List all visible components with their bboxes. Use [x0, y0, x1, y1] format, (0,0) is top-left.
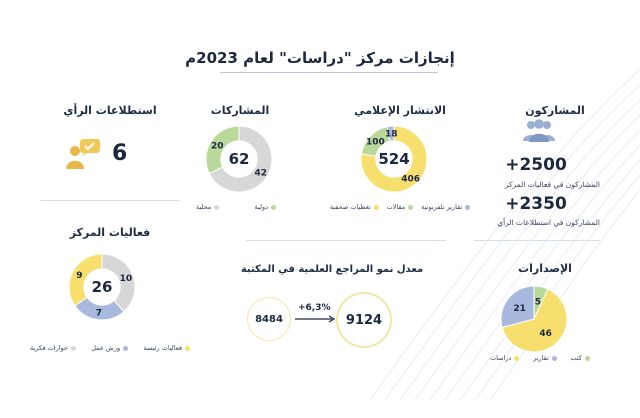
- legend-tv-reports: تقارير تلفزيونية: [421, 203, 471, 211]
- legend-international: دولية: [255, 203, 276, 211]
- slice-2: [386, 125, 395, 142]
- growth-percent: +6,3%: [298, 303, 331, 313]
- slice-value-label: 46: [539, 329, 552, 339]
- legend-dot: [585, 355, 590, 361]
- slice-1: [501, 288, 568, 353]
- publications-heading: الإصدارات: [518, 262, 572, 275]
- page-title: إنجازات مركز "دراسات" لعام 2023م: [185, 49, 455, 67]
- publications-legend: كتب تقارير دراسات: [490, 354, 590, 362]
- participants-polls-label: المشاركون في استطلاعات الرأي: [497, 218, 600, 227]
- growth-divider: [246, 240, 446, 241]
- participants-events-count: +2500: [505, 155, 567, 175]
- slice-value-label: 10: [120, 274, 133, 284]
- slice-value-label: 20: [211, 141, 224, 151]
- slice-value-label: 21: [513, 304, 526, 314]
- growth-to-value: 9124: [336, 292, 392, 348]
- slice-value-label: 5: [535, 297, 541, 307]
- slice-value-label: 7: [96, 308, 102, 318]
- people-icon: [523, 119, 555, 142]
- legend-dot: [514, 355, 520, 361]
- legend-local: محلية: [196, 203, 220, 211]
- participants-events-label: المشاركون في فعاليات المركز: [504, 180, 600, 189]
- growth-arrow-icon: [295, 315, 336, 323]
- legend-dialogues: حوارات فكرية: [30, 344, 76, 352]
- survey-icon: [66, 139, 100, 169]
- media-legend: تقارير تلفزيونية مقالات تغطيات صحفية: [330, 203, 471, 211]
- legend-studies: دراسات: [490, 354, 520, 362]
- participants-heading: المشاركون: [525, 104, 585, 117]
- legend-dot: [408, 204, 414, 210]
- donut-total: 26: [92, 278, 113, 296]
- donut-total: 524: [378, 150, 409, 168]
- slice-value-label: 18: [385, 130, 398, 140]
- legend-dot: [185, 345, 190, 351]
- collabs-donut-chart: 42 20 62: [205, 125, 273, 193]
- slice-2: [68, 253, 103, 307]
- slice-value-label: 42: [254, 169, 267, 179]
- slice-value-label: 100: [366, 137, 385, 147]
- legend-main-events: فعاليات رئيسة: [143, 344, 190, 352]
- legend-dot: [271, 204, 276, 210]
- collabs-legend: دولية محلية: [196, 203, 276, 211]
- donut-total: 62: [229, 150, 250, 168]
- legend-dot: [551, 355, 557, 361]
- media-heading: الانتشار الإعلامي: [354, 104, 446, 117]
- polls-heading: استطلاعات الرأي: [63, 104, 157, 117]
- legend-dot: [465, 204, 471, 210]
- events-heading: فعاليات المركز: [69, 226, 151, 239]
- participants-divider: [474, 240, 600, 241]
- legend-dot: [214, 204, 220, 210]
- legend-press: تغطيات صحفية: [330, 203, 379, 211]
- events-donut-chart: 10 7 9 26: [68, 253, 136, 321]
- slice-value-label: 406: [401, 174, 420, 184]
- slice-0: [360, 125, 428, 193]
- slice-0: [208, 125, 273, 193]
- legend-dot: [70, 345, 76, 351]
- events-legend: فعاليات رئيسة ورش عمل حوارات فكرية: [30, 344, 190, 352]
- polls-divider: [40, 200, 180, 201]
- collabs-heading: المشاركات: [210, 104, 270, 117]
- legend-workshops: ورش عمل: [91, 344, 129, 352]
- legend-articles: مقالات: [387, 203, 414, 211]
- polls-value: 6: [112, 141, 128, 166]
- publications-pie-chart: 5 46 21: [500, 285, 568, 353]
- legend-reports: تقارير: [533, 354, 557, 362]
- title-divider: [220, 72, 438, 73]
- growth-heading: معدل نمو المراجع العلمية في المكتبة: [240, 264, 424, 275]
- legend-dot: [373, 204, 379, 210]
- slice-1: [205, 125, 240, 175]
- growth-from-value: 8484: [247, 297, 291, 341]
- participants-polls-count: +2350: [505, 194, 567, 214]
- legend-books: كتب: [571, 354, 590, 362]
- legend-dot: [123, 345, 129, 351]
- slice-2: [500, 285, 535, 329]
- slice-value-label: 9: [76, 271, 82, 281]
